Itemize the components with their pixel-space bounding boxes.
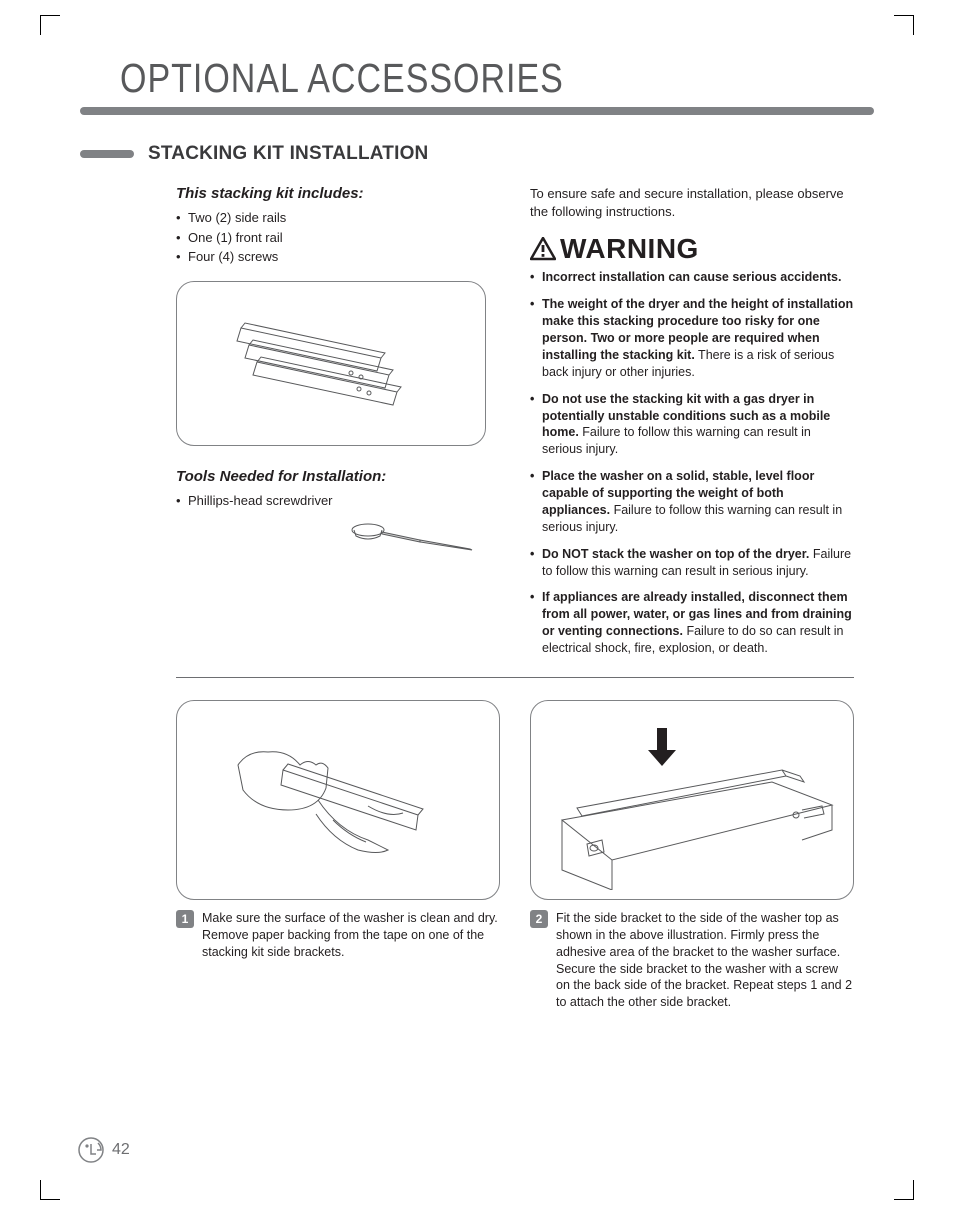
warning-item: Place the washer on a solid, stable, lev… [530, 468, 854, 536]
includes-list: Two (2) side rails One (1) front rail Fo… [176, 208, 500, 267]
step-text: Fit the side bracket to the side of the … [556, 910, 854, 1011]
title-underline [80, 107, 874, 115]
section-pill [80, 150, 134, 158]
warning-icon [530, 237, 556, 261]
list-item: Two (2) side rails [176, 208, 500, 228]
warning-item: Do NOT stack the washer on top of the dr… [530, 546, 854, 580]
page-title: OPTIONAL ACCESSORIES [120, 56, 874, 103]
divider [176, 677, 854, 678]
list-item: Four (4) screws [176, 247, 500, 267]
crop-mark [40, 1180, 60, 1200]
rails-svg [201, 293, 461, 433]
tools-heading: Tools Needed for Installation: [176, 468, 500, 485]
tools-list: Phillips-head screwdriver [176, 491, 500, 511]
page-number: 42 [112, 1141, 130, 1159]
screwdriver-icon [350, 518, 480, 552]
steps-row: 1 Make sure the surface of the washer is… [176, 700, 854, 1011]
right-column: To ensure safe and secure installation, … [530, 185, 854, 667]
includes-heading: This stacking kit includes: [176, 185, 500, 202]
warning-item: Do not use the stacking kit with a gas d… [530, 391, 854, 459]
brand-logo-icon [78, 1137, 104, 1163]
step-1: 1 Make sure the surface of the washer is… [176, 700, 500, 1011]
crop-mark [894, 1180, 914, 1200]
warning-item: Incorrect installation can cause serious… [530, 269, 854, 286]
crop-mark [40, 15, 60, 35]
warning-label: WARNING [560, 233, 699, 265]
section-header: STACKING KIT INSTALLATION [80, 143, 874, 165]
step-number: 1 [176, 910, 194, 928]
section-title: STACKING KIT INSTALLATION [148, 143, 428, 165]
step-number: 2 [530, 910, 548, 928]
list-item: One (1) front rail [176, 228, 500, 248]
warning-list: Incorrect installation can cause serious… [530, 269, 854, 657]
footer: 42 [78, 1137, 130, 1163]
warning-item: If appliances are already installed, dis… [530, 589, 854, 657]
step-2-illustration [530, 700, 854, 900]
step-text: Make sure the surface of the washer is c… [202, 910, 500, 961]
left-column: This stacking kit includes: Two (2) side… [176, 185, 500, 667]
crop-mark [894, 15, 914, 35]
warning-item: The weight of the dryer and the height o… [530, 296, 854, 380]
step-1-illustration [176, 700, 500, 900]
warning-header: WARNING [530, 233, 854, 265]
step-2: 2 Fit the side bracket to the side of th… [530, 700, 854, 1011]
rails-illustration [176, 281, 486, 446]
intro-text: To ensure safe and secure installation, … [530, 185, 854, 221]
list-item: Phillips-head screwdriver [176, 491, 500, 511]
